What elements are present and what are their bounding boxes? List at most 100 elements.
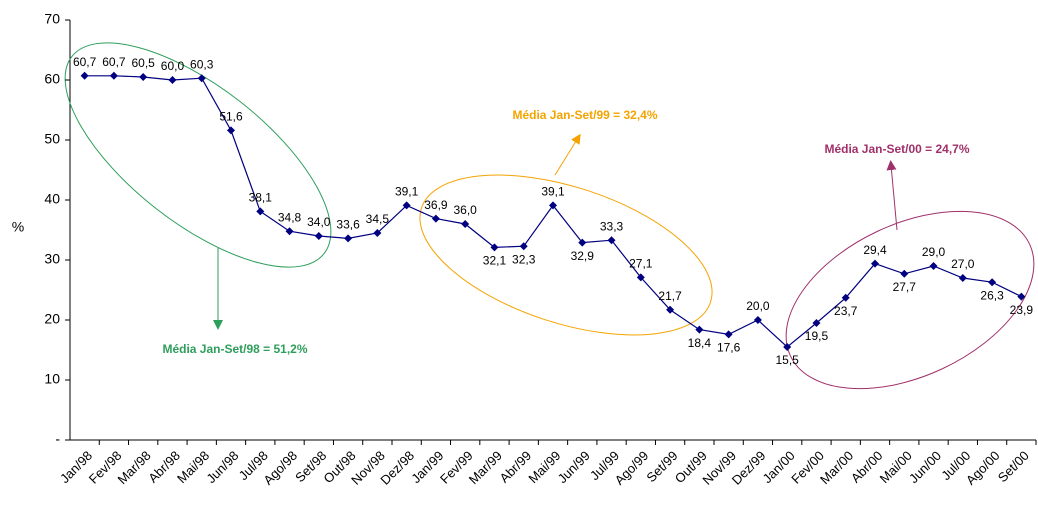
marker [402,201,411,210]
marker [753,316,762,324]
marker [227,126,235,135]
value-label: 39,1 [541,185,565,199]
marker [461,220,470,228]
x-tick-label: Ago/00 [963,448,1003,488]
x-tick-label: Dez/98 [377,448,417,488]
y-tick-label: 70 [44,11,60,27]
arrow-00 [886,160,898,231]
value-label: 34,0 [307,215,331,229]
x-tick-label: Mai/98 [174,448,212,486]
value-label: 60,5 [132,56,156,70]
x-tick-label: Ago/99 [612,448,652,488]
marker [958,274,967,282]
marker [285,227,294,236]
marker [929,262,938,270]
ellipse-99 [419,174,713,336]
value-label: 34,8 [278,210,302,224]
x-tick-label: Mar/99 [466,448,505,487]
x-tick-label: Jun/98 [203,448,241,486]
value-label: 32,1 [483,254,507,268]
value-label: 60,7 [73,55,97,69]
x-tick-label: Ago/98 [260,448,300,488]
value-label: 29,4 [863,243,887,257]
y-tick-label: 10 [44,371,60,387]
value-label: 36,9 [424,198,448,212]
marker [783,343,792,351]
value-label: 60,7 [102,55,126,69]
marker [314,232,323,240]
marker [519,242,528,251]
value-label: 23,9 [1010,303,1034,317]
marker [988,278,997,287]
value-label: 39,1 [395,185,419,199]
x-tick-label: Jun/99 [555,448,593,486]
marker [197,74,206,83]
annotation: Média Jan-Set/98 = 51,2% [162,342,307,356]
value-label: 60,3 [190,57,214,71]
marker [607,236,616,245]
marker [80,71,89,80]
x-tick-label: Mar/98 [115,448,154,487]
value-label: 32,9 [571,249,595,263]
marker [841,293,850,302]
value-label: 33,6 [336,218,360,232]
y-tick-label: 60 [44,71,60,87]
x-tick-label: Jun/00 [906,448,944,486]
value-label: 18,4 [688,336,712,350]
value-label: 23,7 [834,304,858,318]
value-label: 27,0 [951,257,975,271]
y-tick-label: - [55,431,60,447]
value-label: 15,5 [776,353,800,367]
marker [168,76,177,84]
x-tick-label: Mai/00 [877,448,915,486]
y-tick-label: 40 [44,191,60,207]
marker [256,207,265,216]
annotation: Média Jan-Set/99 = 32,4% [512,108,657,122]
value-label: 21,7 [658,289,682,303]
value-label: 29,0 [922,245,946,259]
value-label: 51,6 [219,110,243,124]
x-tick-label: Dez/99 [729,448,769,488]
value-label: 34,5 [366,212,390,226]
value-label: 20,0 [746,299,770,313]
value-label: 32,3 [512,252,536,266]
y-tick-label: 20 [44,311,60,327]
x-tick-label: Mai/99 [525,448,563,486]
x-tick-label: Set/00 [995,448,1032,485]
marker [109,71,118,80]
value-label: 26,3 [980,288,1004,302]
value-label: 38,1 [249,191,273,205]
value-label: 19,5 [805,329,829,343]
annotation: Média Jan-Set/00 = 24,7% [824,142,969,156]
marker [1017,292,1026,301]
x-tick-label: Mar/00 [817,448,856,487]
marker [344,234,353,243]
arrow-99 [554,133,581,176]
marker [871,259,879,268]
ellipse-00 [785,210,1035,390]
marker [695,325,704,334]
marker [490,243,499,252]
y-tick-label: 50 [44,131,60,147]
y-tick-label: 30 [44,251,60,267]
value-label: 33,3 [600,219,624,233]
value-label: 60,0 [161,59,185,73]
ellipse-98 [64,42,332,268]
marker [431,214,440,223]
marker [812,319,821,327]
marker [139,73,148,81]
marker [373,229,382,237]
marker [636,273,645,282]
marker [549,201,557,210]
marker [724,330,733,339]
value-label: 27,7 [893,280,917,294]
marker [578,238,587,247]
marker [666,305,675,314]
marker [900,269,909,278]
y-axis-label: % [12,219,24,235]
value-label: 27,1 [629,257,653,271]
value-label: 17,6 [717,341,741,355]
value-label: 36,0 [454,203,478,217]
